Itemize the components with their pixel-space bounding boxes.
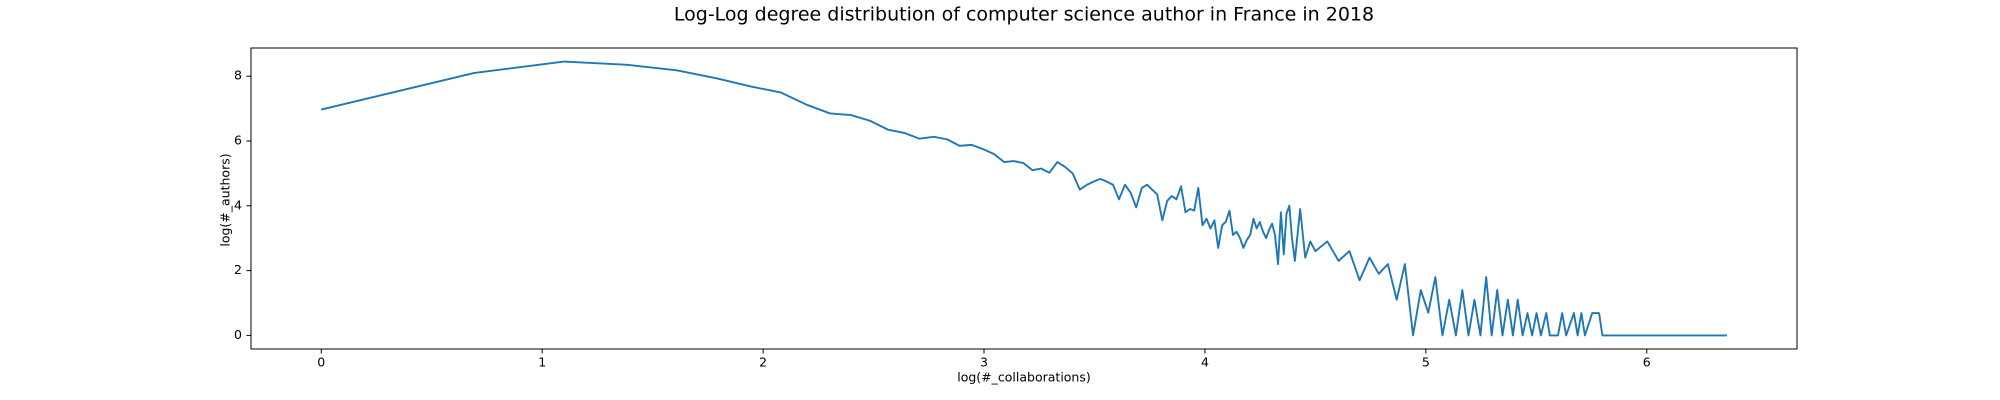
x-axis-label: log(#_collaborations) (957, 370, 1091, 385)
plot-frame (250, 47, 1798, 350)
x-tick-label: 5 (1422, 355, 1430, 370)
x-tick-label: 1 (538, 355, 546, 370)
x-tick-label: 4 (1201, 355, 1209, 370)
y-axis-label: log(#_authors) (218, 153, 233, 246)
x-tick-label: 6 (1643, 355, 1651, 370)
y-tick-label: 2 (234, 262, 242, 277)
y-tick-label: 0 (234, 327, 242, 342)
x-tick-label: 2 (759, 355, 767, 370)
chart-title: Log-Log degree distribution of computer … (674, 4, 1374, 26)
x-tick-label: 0 (317, 355, 325, 370)
y-tick-label: 8 (234, 68, 242, 83)
x-tick-label: 3 (980, 355, 988, 370)
data-line (321, 60, 1727, 337)
y-tick-label: 6 (234, 132, 242, 147)
y-tick-label: 4 (234, 197, 242, 212)
